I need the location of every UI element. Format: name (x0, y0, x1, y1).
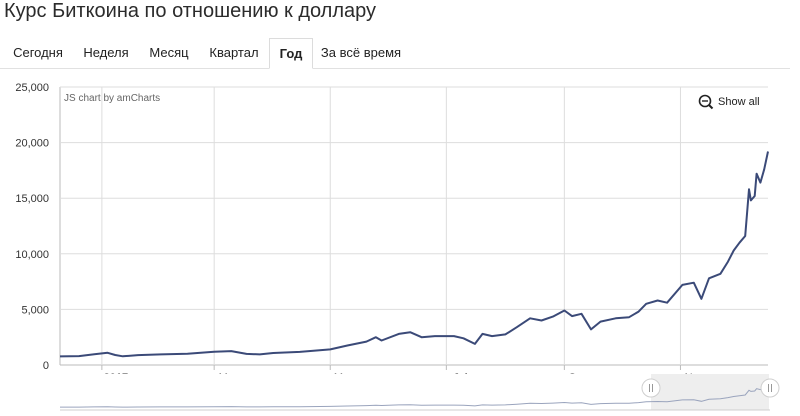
y-axis: 0 5,000 10,000 15,000 20,000 25,000 (15, 82, 49, 372)
chart-scrollbar[interactable] (60, 374, 780, 411)
y-tick-label: 10,000 (15, 249, 49, 261)
scrollbar-handle-right[interactable] (760, 378, 780, 398)
page-title: Курс Биткоина по отношению к доллару (4, 0, 377, 22)
tab-all-time[interactable]: За всё время (320, 45, 402, 60)
tab-quarter[interactable]: Квартал (209, 45, 259, 60)
y-tick-label: 25,000 (15, 82, 49, 94)
tab-month[interactable]: Месяц (149, 45, 189, 60)
chart-grid (59, 86, 768, 366)
y-tick-label: 20,000 (15, 138, 49, 150)
y-tick-label: 15,000 (15, 193, 49, 205)
zoom-out-icon (698, 94, 712, 108)
scrollbar-handle-left[interactable] (641, 378, 661, 398)
y-tick-label: 5,000 (21, 304, 49, 316)
chart-credit[interactable]: JS chart by amCharts (64, 93, 160, 104)
show-all-label: Show all (718, 96, 760, 108)
tab-year[interactable]: Год (269, 38, 313, 69)
scrollbar-selection[interactable] (651, 374, 769, 410)
period-tabs: Сегодня Неделя Месяц Квартал Год За всё … (0, 38, 790, 69)
tab-week[interactable]: Неделя (83, 45, 129, 60)
show-all-button[interactable]: Show all (698, 94, 760, 110)
y-tick-label: 0 (43, 360, 49, 372)
series-line (59, 151, 769, 358)
tab-today[interactable]: Сегодня (13, 45, 63, 60)
